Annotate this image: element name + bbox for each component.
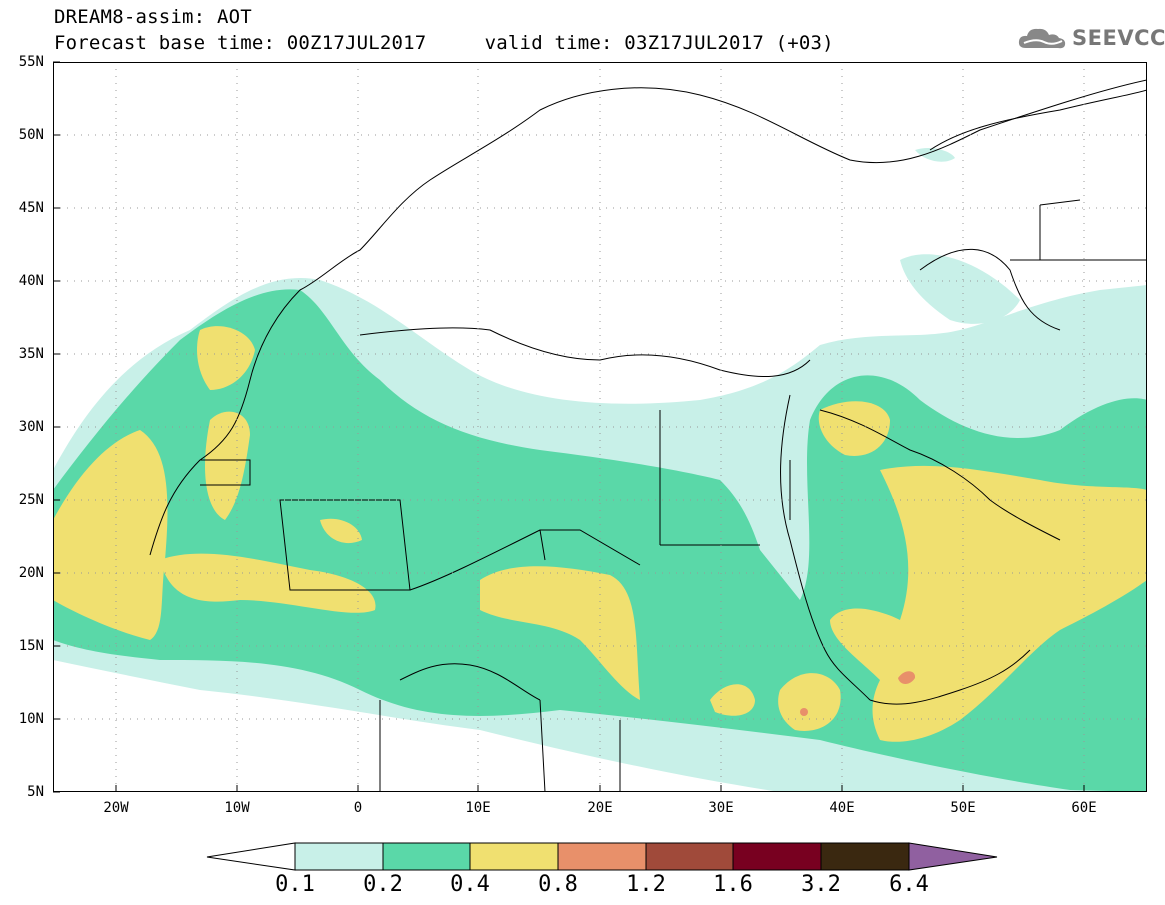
lon-label: 10W: [224, 800, 250, 816]
gridlines: [53, 62, 1147, 792]
colorbar-label: 0.2: [363, 872, 403, 897]
aot-fields: [53, 147, 1147, 792]
lat-label: 45N: [18, 200, 44, 216]
lon-label: 0: [353, 800, 363, 816]
lon-label: 40E: [829, 800, 855, 816]
lon-label: 10E: [465, 800, 491, 816]
colorbar-label: 0.4: [450, 872, 490, 897]
forecast-title: DREAM8-assim: AOT: [54, 6, 252, 28]
seevccc-logo: SEEVCCC: [1016, 24, 1165, 52]
colorbar-label: 6.4: [889, 872, 929, 897]
colorbar-label: 0.8: [538, 872, 578, 897]
lat-label: 15N: [18, 638, 44, 654]
country-borders: [149, 79, 1147, 792]
logo-text: SEEVCCC: [1072, 26, 1165, 50]
lat-label: 35N: [18, 346, 44, 362]
colorbar-label: 1.2: [626, 872, 666, 897]
lat-label: 40N: [18, 273, 44, 289]
colorbar-segment: [382, 842, 471, 871]
colorbar-min-arrow: [206, 842, 296, 871]
colorbar-label: 0.1: [275, 872, 315, 897]
lon-label: 50E: [950, 800, 976, 816]
lat-label: 30N: [18, 419, 44, 435]
forecast-time-line: Forecast base time: 00Z17JUL2017 valid t…: [54, 32, 834, 54]
colorbar-label: 3.2: [801, 872, 841, 897]
lon-label: 30E: [708, 800, 734, 816]
lat-label: 20N: [18, 565, 44, 581]
colorbar: [206, 842, 998, 871]
lat-label: 25N: [18, 492, 44, 508]
colorbar-label: 1.6: [713, 872, 753, 897]
axis-ticks: [53, 61, 1085, 793]
colorbar-max-arrow: [908, 842, 998, 871]
lat-label: 50N: [18, 127, 44, 143]
map-frame: [53, 62, 1147, 792]
lat-label: 10N: [18, 711, 44, 727]
colorbar-segment: [557, 842, 647, 871]
lon-label: 60E: [1071, 800, 1097, 816]
colorbar-segment: [469, 842, 559, 871]
colorbar-segment: [732, 842, 822, 871]
colorbar-segment: [645, 842, 734, 871]
lat-label: 55N: [18, 54, 44, 70]
lon-label: 20W: [103, 800, 129, 816]
lat-label: 5N: [27, 784, 44, 800]
colorbar-segment: [820, 842, 910, 871]
lon-label: 20E: [587, 800, 613, 816]
cloud-icon: [1018, 28, 1066, 49]
colorbar-segment: [294, 842, 384, 871]
